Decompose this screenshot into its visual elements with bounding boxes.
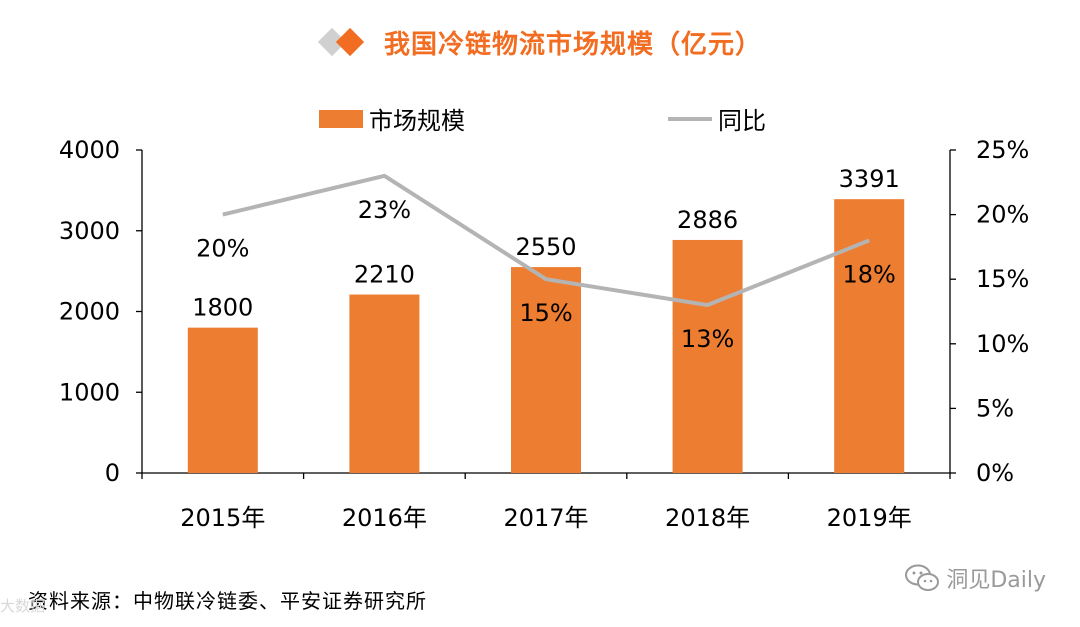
line-series-yoy (222, 173, 870, 308)
x-tick-label: 2017年 (503, 504, 588, 532)
line-data-label: 18% (843, 260, 896, 288)
bar (187, 327, 258, 473)
bar-data-label: 1800 (192, 294, 253, 322)
bar-data-label: 3391 (839, 165, 900, 193)
bar (349, 294, 420, 473)
title-row: 我国冷链物流市场规模（亿元） (0, 22, 1080, 62)
line-data-label: 13% (681, 325, 734, 353)
y-left-tick-label: 0 (105, 459, 120, 487)
y-left-tick-label: 1000 (59, 378, 120, 406)
watermark-text: 洞见Daily (946, 568, 1046, 593)
y-left-tick-label: 4000 (59, 136, 120, 164)
line-data-label: 15% (519, 299, 572, 327)
legend-bar-swatch (319, 110, 363, 128)
y-right-tick-label: 20% (976, 201, 1029, 229)
bar (672, 239, 743, 473)
line-data-label: 20% (196, 235, 249, 263)
y-left-tick-label: 3000 (59, 217, 120, 245)
y-right-tick-label: 25% (976, 136, 1029, 164)
bar-data-label: 2210 (354, 261, 415, 289)
bar-data-label: 2550 (515, 233, 576, 261)
x-tick-label: 2018年 (665, 504, 750, 532)
x-tick-label: 2019年 (827, 504, 912, 532)
y-right-tick-label: 5% (976, 394, 1014, 422)
watermark-left-text: 大数据 (0, 597, 46, 615)
bar (511, 267, 581, 473)
y-right-tick-label: 0% (976, 459, 1014, 487)
chart-title: 我国冷链物流市场规模（亿元） (383, 29, 762, 60)
source-note: 资料来源：中物联冷链委、平安证券研究所 (28, 589, 427, 613)
line-data-label: 23% (358, 196, 411, 224)
y-right-tick-label: 10% (976, 330, 1029, 358)
y-right-tick-label: 15% (976, 265, 1029, 293)
legend-label-line: 同比 (718, 107, 766, 135)
x-tick-label: 2015年 (180, 504, 265, 532)
bar-data-label: 2886 (677, 206, 738, 234)
bar (834, 199, 905, 473)
wechat-icon (905, 564, 940, 591)
y-left-tick-label: 2000 (59, 298, 120, 326)
legend-label-bar: 市场规模 (369, 107, 465, 135)
watermark: 洞见Daily (904, 562, 1046, 594)
x-tick-label: 2016年 (342, 504, 427, 532)
